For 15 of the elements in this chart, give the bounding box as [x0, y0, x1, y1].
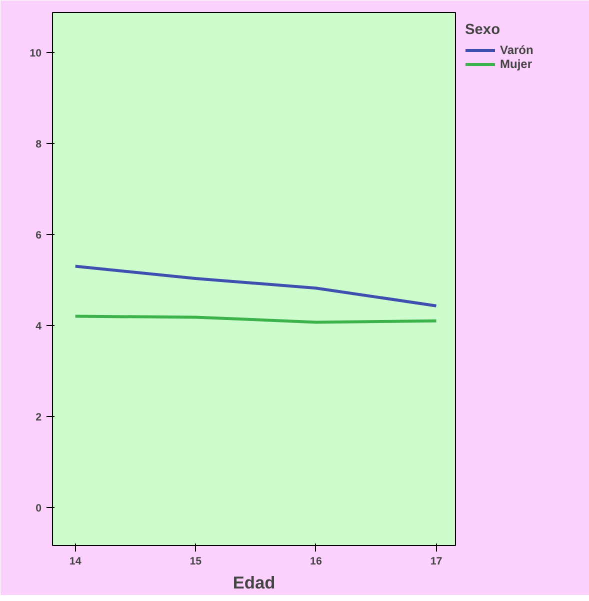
y-tick-label: 8 [36, 138, 42, 150]
legend-label: Mujer [500, 57, 534, 71]
legend-label: Varón [500, 43, 534, 57]
x-tick-label: 17 [430, 556, 442, 568]
x-tick-label: 14 [69, 556, 82, 568]
y-tick-label: 6 [36, 229, 42, 242]
line-series [74, 264, 438, 308]
y-tick-label: 10 [30, 48, 42, 60]
legend-title: Sexo [465, 22, 502, 38]
x-axis-title: Edad [232, 572, 276, 592]
y-tick-label: 0 [36, 502, 42, 514]
x-tick-label: 16 [310, 556, 322, 568]
x-tick-label: 15 [190, 556, 202, 568]
y-tick-label: 4 [36, 320, 42, 332]
y-tick-label: 2 [36, 411, 42, 424]
